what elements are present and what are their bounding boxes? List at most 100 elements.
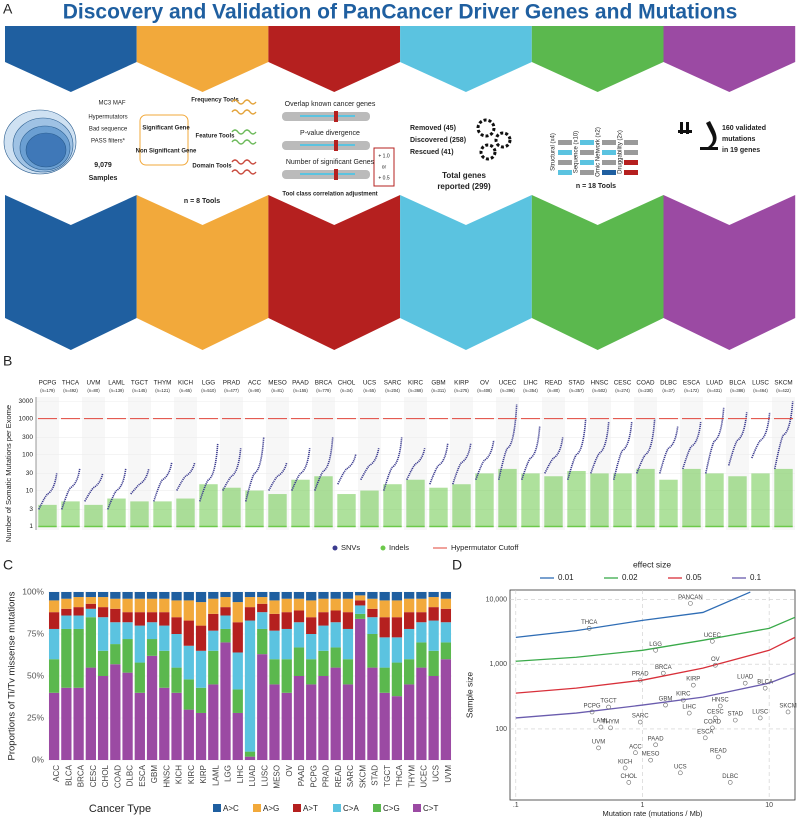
bar-segment <box>330 592 341 599</box>
x-tick-label: SARC <box>346 765 355 787</box>
bar-segment <box>440 622 452 643</box>
cancer-point <box>727 780 733 785</box>
gene-legend-box <box>139 114 189 166</box>
bar-segment <box>85 592 96 598</box>
y-tick-label: 100 <box>495 726 507 733</box>
snv-curve <box>429 443 449 485</box>
category-label: LAML <box>108 380 125 387</box>
bar-segment <box>146 598 158 613</box>
legend-swatch <box>332 545 338 551</box>
x-tick-label: DLBC <box>126 765 135 787</box>
bar-segment <box>171 600 182 618</box>
point-label: LUSC <box>752 710 769 716</box>
consensus-adjustment: Tool class correlation adjustment <box>282 192 377 198</box>
bar-segment <box>97 617 109 651</box>
point-label: KIRP <box>686 677 700 683</box>
legend-label: Indels <box>389 543 409 552</box>
filter-label: Hypermutators <box>88 115 127 121</box>
category-count: (n=80) <box>87 388 100 393</box>
bar-segment <box>146 639 158 656</box>
legend-label: 0.1 <box>750 573 762 582</box>
cancer-point <box>710 725 715 731</box>
category-label: KICH <box>178 380 193 387</box>
snv-curve <box>314 437 334 491</box>
titv-chart: Proportions of Ti/Tv missense mutations 0… <box>7 586 453 815</box>
bar-segment <box>183 600 194 621</box>
point-label: LUAD <box>737 675 754 681</box>
point-label: GBM <box>659 697 673 703</box>
bar-segment <box>379 692 390 760</box>
cancer-point <box>710 638 715 644</box>
snv-curve <box>681 422 702 470</box>
cancer-point <box>606 704 611 710</box>
bar-segment <box>391 592 403 601</box>
cancer-point <box>680 697 686 703</box>
bar-segment <box>379 667 390 693</box>
cancer-point <box>686 710 692 716</box>
x-tick-label: HNSC <box>162 765 171 788</box>
x-tick-label: PRAD <box>322 765 331 787</box>
y-tick-label: 10 <box>26 487 34 494</box>
cancer-point <box>608 725 613 731</box>
bar-segment <box>208 684 219 760</box>
snv-curve <box>658 426 679 474</box>
x-tick-label: CESC <box>89 765 98 787</box>
snv-curve <box>566 418 587 480</box>
bar-segment <box>73 615 84 629</box>
bar-segment <box>281 692 292 760</box>
curation-total: reported (299) <box>437 182 491 191</box>
snv-curve <box>727 412 748 466</box>
category-label: UCEC <box>499 380 517 387</box>
indel-range <box>199 484 218 527</box>
bar-segment <box>122 598 133 613</box>
bar-segment <box>183 592 194 601</box>
bar-segment <box>159 592 170 599</box>
chevron-top <box>400 26 532 92</box>
bar-segment <box>293 622 305 648</box>
category-label: UVM <box>87 380 101 387</box>
legend-label: SNVs <box>341 543 360 552</box>
bar-segment <box>85 617 96 668</box>
bar-segment <box>159 650 170 688</box>
bar-segment <box>171 692 182 760</box>
x-tick-label: KICH <box>175 765 184 784</box>
bar-segment <box>220 597 231 608</box>
chevron-top <box>663 26 796 92</box>
cancer-point <box>663 702 668 708</box>
consensus-step: Number of significant Genes <box>286 159 375 166</box>
point-label: TGCT <box>600 699 617 705</box>
category-label: LIHC <box>523 380 538 387</box>
bar-segment <box>416 622 427 643</box>
bar-segment <box>159 687 170 760</box>
indel-range <box>360 490 379 527</box>
cancer-point <box>637 677 643 683</box>
gene-legend: Significant Gene <box>142 126 190 132</box>
chevron-top <box>136 26 269 92</box>
chevron-bottom <box>268 195 401 350</box>
bar-segment <box>281 612 292 629</box>
point-label: HNSC <box>712 698 730 704</box>
indel-range <box>337 494 356 527</box>
x-tick-label: KIRC <box>187 765 196 784</box>
legend-label: C>T <box>423 804 438 813</box>
bar-segment <box>293 598 305 611</box>
category-count: (n=145) <box>132 388 147 393</box>
bar-segment <box>342 612 354 629</box>
cancer-point <box>589 709 595 715</box>
panel-label: D <box>452 557 462 573</box>
bar-segment <box>306 600 317 618</box>
snv-curve <box>198 443 219 502</box>
indel-range <box>130 501 149 527</box>
legend-swatch <box>333 804 341 812</box>
indel-range <box>38 504 57 527</box>
x-tick-label: UCEC <box>420 765 429 788</box>
chevron-bottom <box>663 195 796 350</box>
point-label: PAAD <box>648 736 665 742</box>
bar-segment <box>195 625 207 651</box>
indel-range <box>268 494 287 527</box>
category-count: (n=396) <box>500 388 515 393</box>
bar-segment <box>146 612 158 623</box>
bar-segment <box>293 676 305 760</box>
bar-segment <box>61 592 72 599</box>
category-count: (n=90) <box>248 388 261 393</box>
